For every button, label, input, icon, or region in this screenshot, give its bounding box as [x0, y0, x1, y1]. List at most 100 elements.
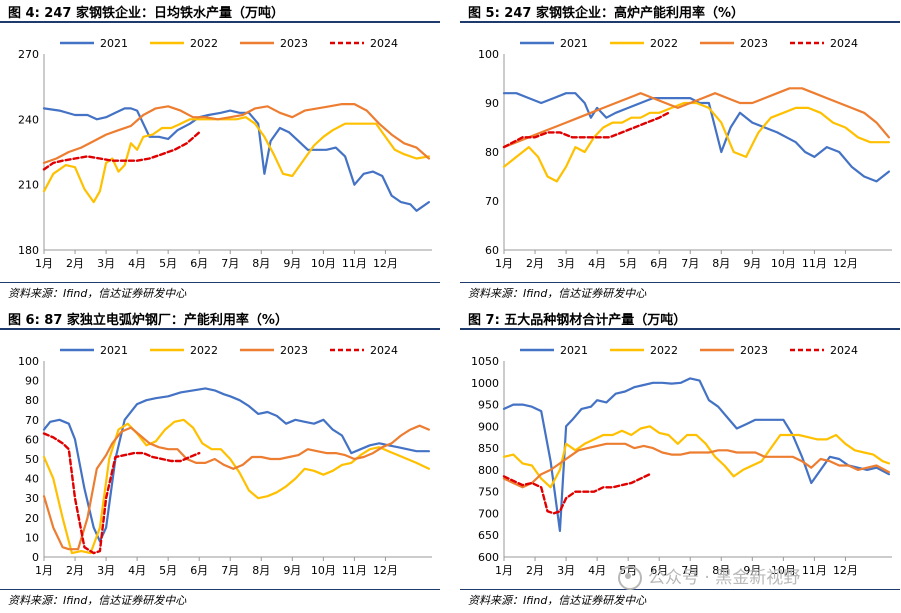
series-line-2022	[42, 418, 430, 555]
legend-label-2022: 2022	[650, 344, 678, 357]
x-tick-label: 2月	[526, 257, 544, 270]
x-tick-label: 6月	[650, 257, 668, 270]
wechat-icon	[618, 566, 642, 590]
chart-fig4: 180 210 240 270 1月 2月 3月 4月 5月 6月 7月 8月 9月 10月 11月 12月 2…	[18, 37, 432, 270]
x-tick-label: 7月	[221, 564, 239, 577]
y-tick-label: 600	[478, 551, 499, 564]
x-tick-label: 2月	[526, 564, 544, 577]
x-tick-label: 9月	[743, 564, 761, 577]
series-line-2023	[42, 424, 430, 551]
legend-label-2023: 2023	[280, 344, 308, 357]
legend-label-2024: 2024	[830, 344, 858, 357]
x-tick-label: 1月	[495, 564, 513, 577]
watermark: 公众号 · 黑金新视野	[618, 563, 800, 590]
y-tick-label: 80	[25, 394, 39, 407]
y-tick-label: 40	[25, 473, 39, 486]
chart-panel-fig5: 图 5: 247 家钢铁企业：高炉产能利用率（%） 60 70 80 90 100 1月 2…	[460, 0, 900, 300]
series-line-2024	[42, 131, 201, 171]
chart-fig6: 0 10 20 30 40 50 60 70 80 90 100 1月 2月 3月 4月 5月 6月 7月 8月 9月…	[18, 344, 432, 577]
y-tick-label: 30	[25, 492, 39, 505]
chart-fig5: 60 70 80 90 100 1月 2月 3月 4月 5月 6月 7月 8月 9月 10月 11月 12月 20…	[478, 37, 892, 270]
y-tick-label: 80	[485, 146, 499, 159]
x-tick-label: 5月	[159, 564, 177, 577]
series-line-2024	[502, 472, 652, 515]
chart-title: 图 5: 247 家钢铁企业：高炉产能利用率（%）	[468, 6, 744, 21]
y-tick-label: 180	[18, 244, 39, 257]
x-tick-label: 10月	[771, 257, 796, 270]
x-tick-label: 4月	[128, 257, 146, 270]
x-tick-label: 1月	[35, 564, 53, 577]
x-tick-label: 11月	[342, 257, 367, 270]
chart-title: 图 6: 87 家独立电弧炉钢厂：产能利用率（%）	[8, 313, 288, 328]
y-tick-label: 70	[485, 195, 499, 208]
title-rule	[0, 328, 440, 330]
source-rule	[460, 589, 900, 590]
series-line-2024	[42, 432, 201, 555]
x-tick-label: 4月	[588, 564, 606, 577]
y-tick-label: 270	[18, 48, 39, 61]
x-tick-label: 1月	[35, 257, 53, 270]
y-tick-label: 60	[485, 244, 499, 257]
y-tick-label: 0	[32, 551, 39, 564]
y-tick-label: 90	[25, 375, 39, 388]
x-tick-label: 5月	[159, 257, 177, 270]
y-tick-label: 750	[478, 486, 499, 499]
series-line-2022	[502, 101, 890, 183]
x-tick-label: 9月	[743, 257, 761, 270]
series-line-2023	[502, 442, 890, 489]
y-tick-label: 850	[478, 442, 499, 455]
y-tick-label: 1000	[471, 377, 499, 390]
series-line-2022	[502, 425, 890, 489]
y-tick-label: 700	[478, 507, 499, 520]
x-tick-label: 3月	[557, 257, 575, 270]
legend-label-2021: 2021	[560, 344, 588, 357]
x-tick-label: 5月	[619, 257, 637, 270]
source-note: 资料来源：Ifind，信达证券研发中心	[8, 287, 187, 300]
x-tick-label: 7月	[681, 257, 699, 270]
legend-label-2023: 2023	[740, 344, 768, 357]
x-tick-label: 2月	[66, 257, 84, 270]
legend-label-2024: 2024	[830, 37, 858, 50]
y-tick-label: 60	[25, 433, 39, 446]
series-line-2023	[42, 102, 430, 164]
series-line-2024	[502, 111, 670, 149]
legend-label-2024: 2024	[370, 37, 398, 50]
title-rule	[460, 21, 900, 23]
y-tick-label: 20	[25, 512, 39, 525]
y-tick-label: 800	[478, 464, 499, 477]
title-rule	[460, 328, 900, 330]
x-tick-label: 11月	[342, 564, 367, 577]
x-tick-label: 10月	[311, 257, 336, 270]
watermark-text: 公众号 · 黑金新视野	[648, 568, 801, 588]
x-tick-label: 12月	[373, 257, 398, 270]
x-tick-label: 12月	[833, 257, 858, 270]
x-tick-label: 4月	[128, 564, 146, 577]
x-tick-label: 6月	[190, 564, 208, 577]
chart-fig7: 600 650 700 750 800 850 900 950 1000 1050 1月 2月 3月 4月…	[471, 344, 892, 577]
y-tick-label: 950	[478, 399, 499, 412]
legend-label-2021: 2021	[560, 37, 588, 50]
x-tick-label: 7月	[221, 257, 239, 270]
x-tick-label: 3月	[97, 257, 115, 270]
y-tick-label: 240	[18, 113, 39, 126]
x-tick-label: 3月	[557, 564, 575, 577]
x-tick-label: 9月	[283, 564, 301, 577]
x-tick-label: 9月	[283, 257, 301, 270]
legend-label-2022: 2022	[190, 37, 218, 50]
x-tick-label: 11月	[802, 564, 827, 577]
y-tick-label: 650	[478, 529, 499, 542]
y-tick-label: 90	[485, 97, 499, 110]
series-line-2021	[502, 92, 890, 183]
y-tick-label: 10	[25, 531, 39, 544]
y-tick-label: 100	[18, 355, 39, 368]
x-tick-label: 4月	[588, 257, 606, 270]
x-tick-label: 2月	[66, 564, 84, 577]
x-tick-label: 7月	[681, 564, 699, 577]
source-rule	[0, 589, 440, 590]
legend-label-2021: 2021	[100, 344, 128, 357]
x-tick-label: 10月	[771, 564, 796, 577]
legend-label-2024: 2024	[370, 344, 398, 357]
source-rule	[460, 282, 900, 283]
x-tick-label: 8月	[712, 564, 730, 577]
y-tick-label: 100	[478, 48, 499, 61]
